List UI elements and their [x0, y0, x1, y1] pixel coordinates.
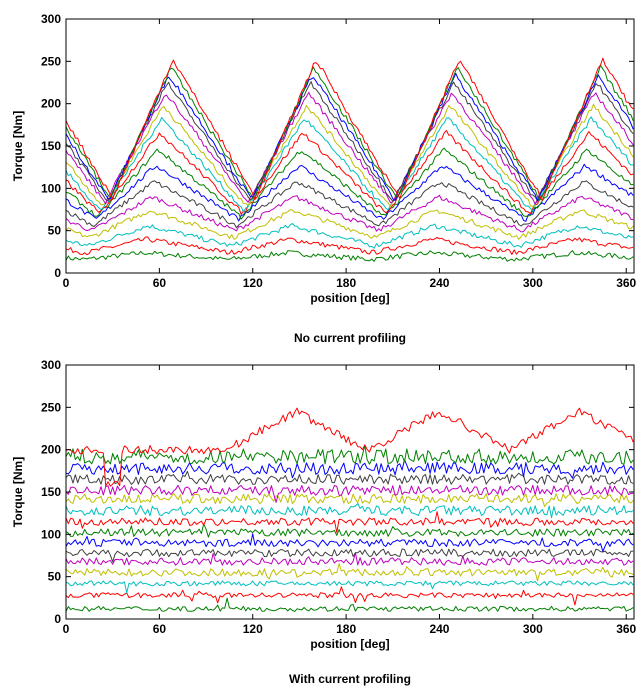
- trace-series-3: [65, 563, 634, 582]
- trace-series-15: [65, 57, 634, 201]
- x-tick-label: 240: [429, 276, 449, 290]
- trace-series-11: [65, 91, 634, 205]
- y-tick-label: 100: [41, 527, 61, 541]
- trace-series-8: [65, 511, 634, 533]
- y-tick-label: 0: [54, 266, 61, 280]
- x-tick-label: 60: [153, 276, 167, 290]
- trace-series-10: [65, 492, 634, 508]
- x-tick-label: 180: [336, 622, 356, 636]
- trace-series-3: [65, 209, 634, 240]
- y-tick-label: 250: [41, 54, 61, 68]
- trace-series-4: [65, 552, 634, 566]
- plot-caption: No current profiling: [294, 331, 406, 345]
- x-tick-label: 60: [153, 622, 167, 636]
- trace-series-4: [65, 194, 634, 233]
- x-tick-label: 360: [616, 276, 636, 290]
- trace-series-0: [65, 250, 634, 262]
- x-tick-label: 360: [616, 622, 636, 636]
- y-tick-label: 50: [48, 224, 62, 238]
- y-tick-label: 100: [41, 181, 61, 195]
- y-axis-label: Torque [Nm]: [11, 457, 25, 527]
- trace-series-6: [65, 533, 634, 552]
- x-axis-label: position [deg]: [310, 637, 389, 651]
- plot-no-current-profiling: 0 60 120 180 240 300 360 0 50 100 150 200 250 300 posi…: [11, 12, 637, 345]
- trace-series-14: [65, 445, 634, 465]
- plot-with-current-profiling: 0 60 120 180 240 300 360 0 50 100 150 200 250 300 posi…: [11, 358, 637, 686]
- trace-series-5: [65, 180, 634, 229]
- trace-series-2: [65, 580, 634, 594]
- x-tick-label: 120: [243, 622, 263, 636]
- y-tick-label: 200: [41, 97, 61, 111]
- trace-series-7: [65, 523, 634, 538]
- x-tick-label: 240: [429, 622, 449, 636]
- plot-caption: With current profiling: [289, 672, 411, 686]
- trace-series-7: [65, 147, 634, 220]
- x-tick-label: 300: [523, 622, 543, 636]
- trace-series-2: [65, 223, 634, 249]
- x-tick-label: 180: [336, 276, 356, 290]
- y-tick-label: 300: [41, 12, 61, 26]
- trace-series-1: [65, 586, 634, 606]
- y-tick-label: 200: [41, 443, 61, 457]
- y-tick-label: 250: [41, 400, 61, 414]
- trace-series-8: [65, 130, 634, 215]
- trace-series-1: [65, 236, 634, 256]
- trace-series-5: [65, 548, 634, 563]
- plot-frame: [65, 18, 635, 274]
- x-tick-label: 0: [63, 276, 70, 290]
- trace-series-10: [65, 103, 634, 208]
- y-tick-label: 0: [54, 612, 61, 626]
- trace-series-13: [65, 459, 634, 479]
- trace-series-0: [65, 597, 634, 612]
- x-axis-label: position [deg]: [310, 291, 389, 305]
- x-tick-label: 300: [523, 276, 543, 290]
- x-tick-label: 120: [243, 276, 263, 290]
- y-tick-label: 50: [48, 570, 62, 584]
- trace-series-12: [65, 470, 634, 485]
- trace-series-15: [65, 407, 634, 487]
- y-axis-label: Torque [Nm]: [11, 111, 25, 181]
- y-tick-label: 300: [41, 358, 61, 372]
- y-tick-label: 150: [41, 485, 61, 499]
- trace-series-9: [65, 503, 634, 519]
- x-tick-label: 0: [63, 622, 70, 636]
- trace-series-11: [65, 484, 634, 503]
- y-tick-label: 150: [41, 139, 61, 153]
